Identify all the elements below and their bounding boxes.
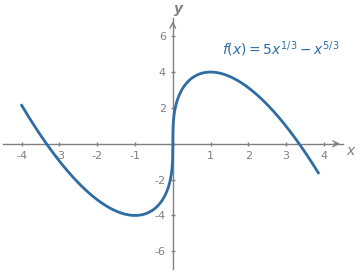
Text: x: x bbox=[347, 144, 355, 158]
Text: y: y bbox=[174, 2, 183, 17]
Text: $f(x) = 5x^{1/3} - x^{5/3}$: $f(x) = 5x^{1/3} - x^{5/3}$ bbox=[222, 39, 339, 58]
